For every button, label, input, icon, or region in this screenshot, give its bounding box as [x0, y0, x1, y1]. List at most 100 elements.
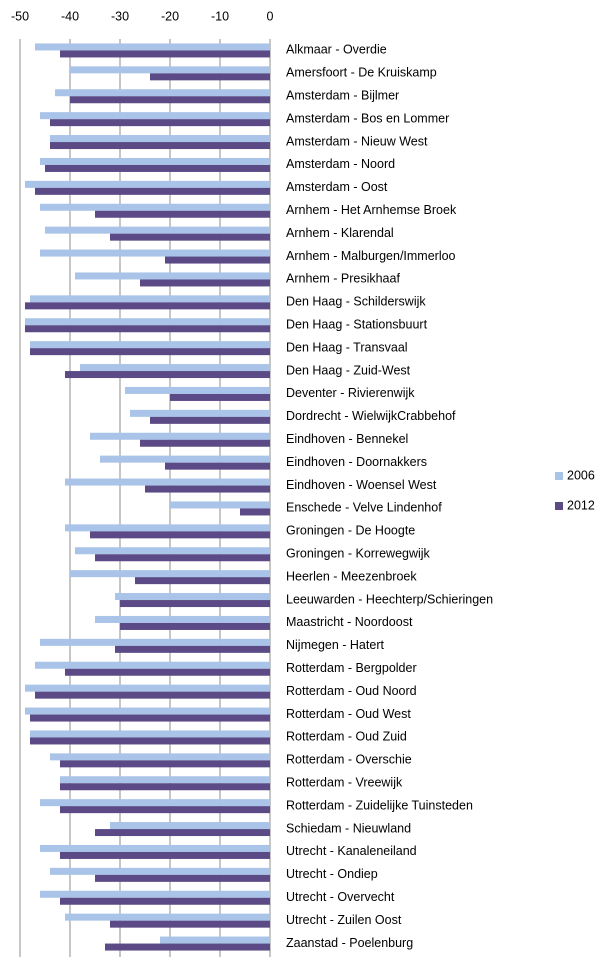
y-tick-label: Groningen - Korrewegwijk [286, 547, 431, 561]
bar [110, 233, 270, 241]
bar [120, 600, 270, 608]
bar [105, 943, 270, 951]
bar [30, 714, 270, 722]
bar [140, 439, 270, 447]
bar [50, 119, 270, 127]
bar [240, 508, 270, 516]
bar [40, 112, 270, 120]
bar [35, 187, 270, 195]
y-tick-label: Den Haag - Zuid-West [286, 363, 411, 377]
bar [70, 66, 270, 74]
legend-swatch [555, 502, 563, 510]
bar [75, 272, 270, 280]
bar [60, 776, 270, 784]
bar [65, 371, 270, 379]
bar [25, 318, 270, 326]
bar [50, 753, 270, 761]
y-tick-label: Enschede - Velve Lindenhof [286, 501, 442, 515]
y-tick-label: Alkmaar - Overdie [286, 43, 387, 57]
y-tick-label: Rotterdam - Vreewijk [286, 776, 403, 790]
bar [115, 645, 270, 653]
x-tick-label: -30 [111, 9, 129, 23]
y-tick-label: Rotterdam - Bergpolder [286, 661, 417, 675]
bar [30, 730, 270, 738]
y-tick-label: Dordrecht - WielwijkCrabbehof [286, 409, 456, 423]
y-tick-label: Den Haag - Transvaal [286, 340, 408, 354]
bar [165, 256, 270, 264]
bar [25, 707, 270, 715]
y-tick-label: Arnhem - Presikhaaf [286, 272, 400, 286]
y-tick-label: Zaanstad - Poelenburg [286, 936, 413, 950]
y-tick-label: Utrecht - Kanaleneiland [286, 844, 417, 858]
bar [40, 799, 270, 807]
bar [60, 806, 270, 814]
bar [60, 897, 270, 905]
y-tick-label: Deventer - Rivierenwijk [286, 386, 415, 400]
bar [95, 615, 270, 623]
bar [35, 691, 270, 699]
legend-label: 2006 [567, 468, 595, 482]
bar [90, 531, 270, 539]
bar [120, 622, 270, 630]
bar [65, 524, 270, 532]
bar [65, 913, 270, 921]
y-tick-label: Utrecht - Overvecht [286, 890, 395, 904]
bar [60, 851, 270, 859]
y-tick-label: Rotterdam - Zuidelijke Tuinsteden [286, 798, 473, 812]
x-tick-label: -10 [211, 9, 229, 23]
y-tick-label: Den Haag - Schilderswijk [286, 295, 426, 309]
bar [95, 554, 270, 562]
y-tick-label: Eindhoven - Doornakkers [286, 455, 427, 469]
bar [25, 180, 270, 188]
bar [25, 684, 270, 692]
y-tick-label: Utrecht - Zuilen Oost [286, 913, 402, 927]
bar [25, 325, 270, 333]
y-tick-label: Amsterdam - Noord [286, 157, 395, 171]
x-tick-label: -40 [61, 9, 79, 23]
bar [150, 416, 270, 424]
legend-label: 2012 [567, 498, 595, 512]
bar [40, 203, 270, 211]
bar [95, 210, 270, 218]
bar [135, 577, 270, 585]
bar [170, 501, 270, 509]
y-tick-label: Heerlen - Meezenbroek [286, 569, 417, 583]
bar [75, 547, 270, 555]
y-tick-label: Den Haag - Stationsbuurt [286, 318, 428, 332]
legend-swatch [555, 472, 563, 480]
x-tick-label: -20 [161, 9, 179, 23]
bar [50, 135, 270, 143]
x-tick-label: -50 [11, 9, 29, 23]
bar [45, 164, 270, 172]
bar [70, 570, 270, 578]
bar [170, 393, 270, 401]
bar [145, 485, 270, 493]
bar [30, 737, 270, 745]
y-tick-label: Schiedam - Nieuwland [286, 821, 411, 835]
bar [40, 249, 270, 257]
bar [40, 638, 270, 646]
y-tick-label: Eindhoven - Bennekel [286, 432, 408, 446]
bar [40, 844, 270, 852]
bar [60, 760, 270, 768]
y-tick-label: Maastricht - Noordoost [286, 615, 413, 629]
bar [50, 867, 270, 875]
bar [30, 295, 270, 303]
y-tick-label: Amsterdam - Oost [286, 180, 388, 194]
bar [25, 302, 270, 310]
bar [30, 348, 270, 356]
bar [160, 936, 270, 944]
bar [60, 50, 270, 58]
y-tick-label: Rotterdam - Overschie [286, 753, 412, 767]
y-tick-label: Rotterdam - Oud Noord [286, 684, 417, 698]
bar [35, 43, 270, 51]
y-tick-label: Utrecht - Ondiep [286, 867, 378, 881]
bar [100, 455, 270, 463]
bar [50, 142, 270, 150]
bar [40, 890, 270, 898]
bar [95, 874, 270, 882]
bar [40, 157, 270, 165]
y-tick-label: Arnhem - Het Arnhemse Broek [286, 203, 457, 217]
bar [35, 661, 270, 669]
